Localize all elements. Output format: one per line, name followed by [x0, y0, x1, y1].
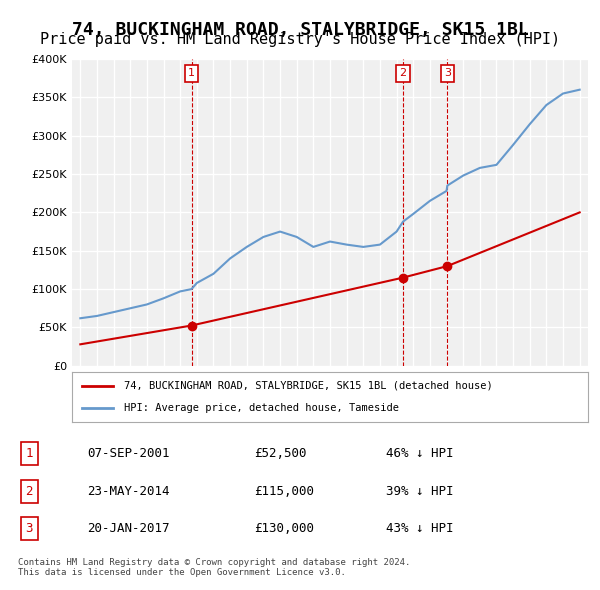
Text: 07-SEP-2001: 07-SEP-2001 [87, 447, 169, 460]
Text: 1: 1 [188, 68, 195, 78]
Text: 3: 3 [444, 68, 451, 78]
Text: HPI: Average price, detached house, Tameside: HPI: Average price, detached house, Tame… [124, 403, 398, 413]
Text: 1: 1 [26, 447, 33, 460]
Text: £115,000: £115,000 [254, 484, 314, 497]
Text: 2: 2 [26, 484, 33, 497]
Text: Price paid vs. HM Land Registry's House Price Index (HPI): Price paid vs. HM Land Registry's House … [40, 32, 560, 47]
Text: Contains HM Land Registry data © Crown copyright and database right 2024.
This d: Contains HM Land Registry data © Crown c… [18, 558, 410, 577]
Text: 74, BUCKINGHAM ROAD, STALYBRIDGE, SK15 1BL (detached house): 74, BUCKINGHAM ROAD, STALYBRIDGE, SK15 1… [124, 381, 493, 391]
Text: 43% ↓ HPI: 43% ↓ HPI [386, 523, 454, 536]
Text: £130,000: £130,000 [254, 523, 314, 536]
Text: 3: 3 [26, 523, 33, 536]
Text: 39% ↓ HPI: 39% ↓ HPI [386, 484, 454, 497]
Text: 20-JAN-2017: 20-JAN-2017 [87, 523, 169, 536]
Text: 74, BUCKINGHAM ROAD, STALYBRIDGE, SK15 1BL: 74, BUCKINGHAM ROAD, STALYBRIDGE, SK15 1… [71, 21, 529, 39]
Text: £52,500: £52,500 [254, 447, 307, 460]
Text: 46% ↓ HPI: 46% ↓ HPI [386, 447, 454, 460]
Text: 23-MAY-2014: 23-MAY-2014 [87, 484, 169, 497]
Text: 2: 2 [400, 68, 407, 78]
